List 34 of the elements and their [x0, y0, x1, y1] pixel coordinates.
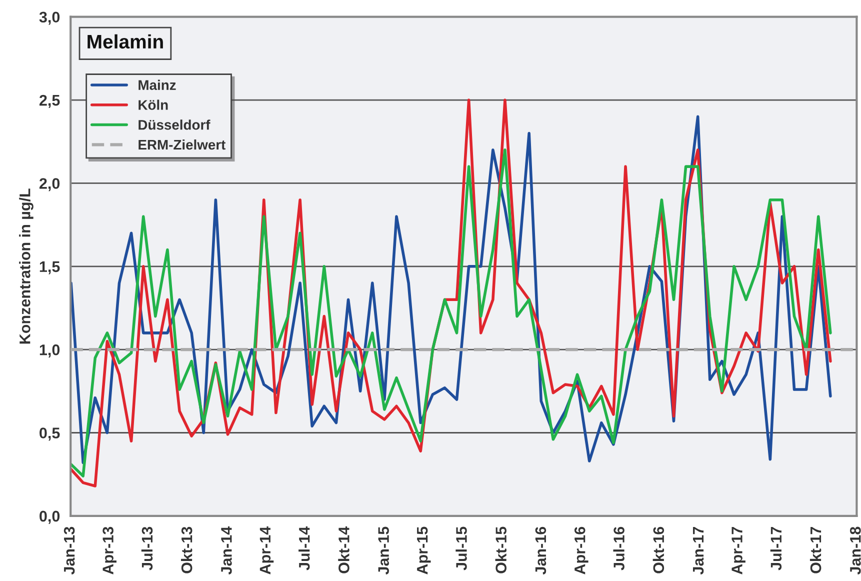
legend-label: Mainz	[138, 80, 176, 90]
x-tick-label: Apr-15	[417, 526, 431, 574]
x-tick-label: Apr-17	[732, 527, 746, 574]
x-tick-label: Jan-18	[850, 526, 861, 575]
x-tick-label: Apr-13	[102, 526, 116, 574]
x-tick-label: Okt-17	[810, 527, 822, 574]
x-tick-label: Okt-14	[338, 526, 350, 574]
y-axis-title: Konzentration in µg/L	[19, 188, 34, 344]
legend-label: ERM-Zielwert	[138, 139, 226, 150]
x-tick-label: Jul-15	[456, 526, 467, 570]
x-tick-label: Jan-17	[693, 527, 704, 575]
x-tick-label: Jan-16	[535, 526, 546, 575]
x-tick-label: Jan-13	[64, 526, 75, 575]
y-tick-label: 3,0	[39, 12, 60, 25]
legend-label: Köln	[138, 100, 168, 110]
y-tick-label: 0,5	[40, 428, 60, 441]
x-tick-label: Okt-15	[495, 526, 506, 574]
x-tick-label: Apr-14	[260, 526, 274, 574]
legend-label: Düsseldorf	[138, 120, 210, 130]
x-tick-label: Jan-15	[378, 526, 389, 575]
x-tick-label: Jul-17	[770, 527, 782, 570]
x-tick-label: Okt-16	[652, 526, 664, 574]
x-tick-label: Jul-14	[298, 526, 310, 570]
y-tick-label: 1,5	[40, 261, 60, 274]
y-tick-label: 2,0	[39, 178, 60, 192]
text: Melamin	[88, 34, 163, 49]
y-tick-label: 2,5	[39, 94, 60, 108]
x-tick-label: Jan-14	[221, 526, 232, 575]
y-tick-label: 0,0	[40, 510, 60, 524]
x-tick-label: Okt-13	[181, 526, 192, 574]
x-tick-label: Jul-13	[141, 526, 153, 570]
x-tick-label: Apr-16	[574, 526, 588, 574]
x-tick-label: Jul-16	[613, 526, 624, 570]
y-tick-label: 1,0	[40, 344, 60, 358]
